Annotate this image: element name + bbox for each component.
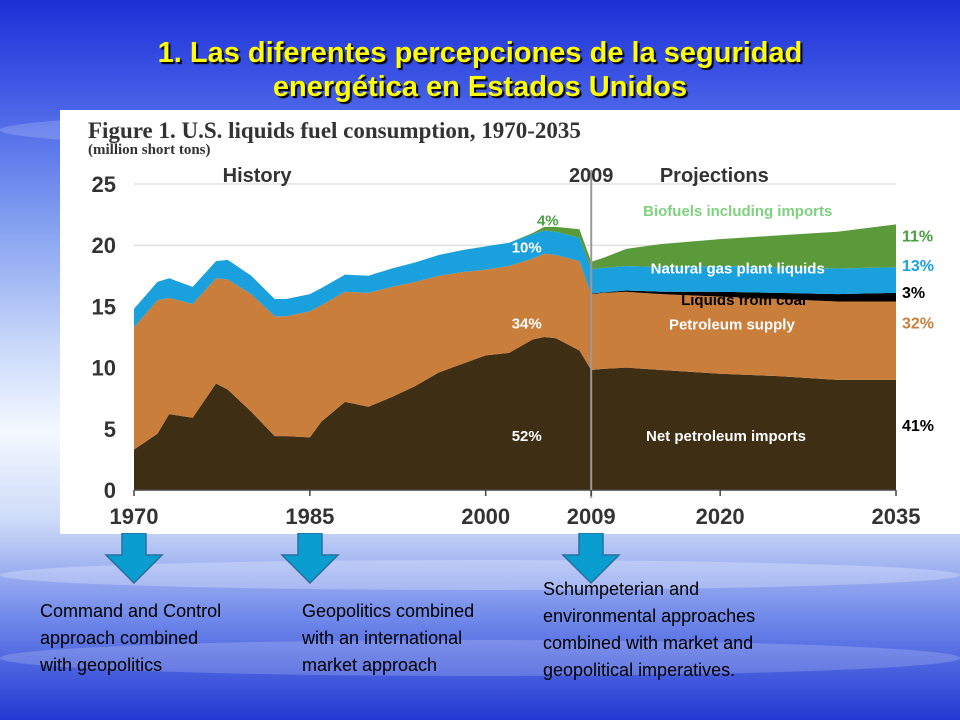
y-tick-label: 25 [92,172,116,197]
chart-subtitle: (million short tons) [88,142,211,158]
annotation-caption-line: Schumpeterian and [543,579,700,599]
annotation-caption-line: Geopolitics combined [302,601,475,621]
y-tick-label: 5 [104,417,116,442]
y-tick-label: 15 [92,294,116,319]
period-label-year: 2009 [569,165,614,187]
y-tick-label: 0 [104,478,116,503]
chart-panel: Figure 1. U.S. liquids fuel consumption,… [60,110,960,534]
down-arrow-icon [280,533,340,585]
annotation-caption-line: with geopolitics [40,655,163,675]
chart-title: Figure 1. U.S. liquids fuel consumption,… [88,118,581,143]
series-area [134,253,896,450]
x-tick-label: 2020 [696,504,745,529]
share-label: 10% [512,240,542,257]
annotation-caption-line: geopolitical imperatives. [543,660,736,680]
x-tick-label: 1970 [110,504,159,529]
series-label: Natural gas plant liquids [651,260,825,277]
share-label: 3% [902,285,925,302]
period-label-projections: Projections [660,165,769,187]
annotation-caption-line: with an international [302,628,463,648]
annotation-caption: Command and Control approach combined with… [40,598,221,679]
share-label: 41% [902,418,934,435]
series-label: Petroleum supply [669,317,796,334]
series-area [134,230,896,328]
share-label: 32% [902,315,934,332]
background-streak [0,640,960,676]
annotation-caption-line: market approach [302,655,438,675]
annotation-caption: Geopolitics combined with an internationa… [302,598,474,679]
share-label: 52% [512,428,542,445]
annotation-caption-line: combined with market and [543,633,754,653]
annotation-caption: Schumpeterian and environmental approache… [543,576,755,684]
x-tick-label: 2000 [461,504,510,529]
series-area [134,337,896,490]
down-arrow-icon [104,533,164,585]
annotation-caption-line: Command and Control [40,601,222,621]
slide-title-line: energética en Estados Unidos [272,71,688,103]
background-streak [0,560,960,590]
annotation-caption-line: environmental approaches [543,606,756,626]
share-label: 34% [512,315,542,332]
down-arrow-icon [561,533,621,585]
y-tick-label: 10 [92,356,116,381]
x-tick-label: 2009 [567,504,616,529]
liquids-consumption-chart: Figure 1. U.S. liquids fuel consumption,… [88,118,934,529]
x-tick-label: 2035 [872,504,921,529]
y-tick-label: 20 [92,233,116,258]
share-label: 4% [537,213,559,230]
x-tick-label: 1985 [285,504,334,529]
series-label: Liquids from coal [681,292,806,309]
period-label-history: History [223,165,293,187]
slide-title-line: 1. Las diferentes percepciones de la seg… [157,37,803,69]
slide-title: 1. Las diferentes percepciones de la seg… [80,36,880,104]
series-label: Net petroleum imports [646,428,806,445]
share-label: 11% [902,229,933,246]
annotation-caption-line: approach combined [40,628,199,648]
series-label: Biofuels including imports [643,203,832,220]
series-area [134,224,896,309]
share-label: 13% [902,258,934,275]
